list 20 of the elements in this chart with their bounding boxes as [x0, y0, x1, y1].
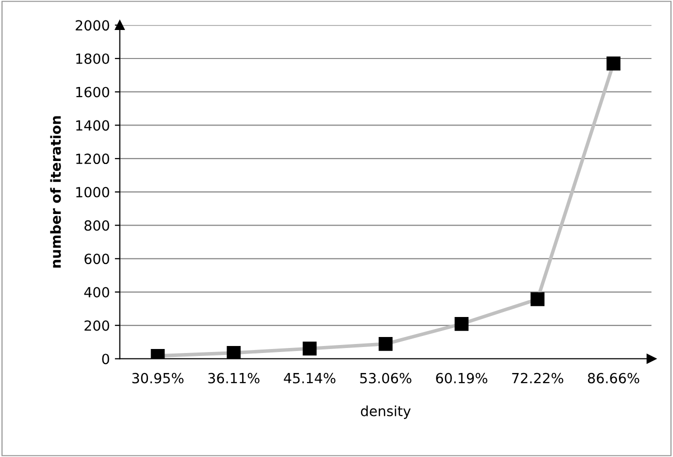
y-tick-label: 1800: [76, 53, 110, 64]
y-tick-label: 1000: [76, 186, 110, 198]
y-axis-title: number of iteration: [50, 116, 61, 268]
y-tick-label: 1400: [76, 120, 110, 131]
y-tick-label: 1200: [76, 154, 110, 164]
x-tick-label: 60.19%: [436, 372, 488, 384]
y-tick-label: 200: [84, 320, 110, 331]
x-tick-label: 72.22%: [512, 372, 564, 384]
x-tick-label: 36.11%: [208, 372, 260, 384]
y-tick-label: 0: [102, 354, 110, 364]
y-tick-label: 600: [84, 254, 110, 264]
x-tick-label: 53.06%: [360, 372, 412, 384]
x-tick-label: 45.14%: [284, 372, 336, 384]
x-tick-label: 86.66%: [588, 372, 640, 384]
y-tick-label: 400: [84, 286, 110, 298]
y-tick-label: 1600: [76, 86, 110, 98]
x-tick-label: 30.95%: [132, 372, 184, 384]
x-axis-title: density: [360, 406, 411, 419]
y-tick-label: 800: [84, 220, 110, 231]
y-tick-label: 2000: [76, 20, 110, 31]
